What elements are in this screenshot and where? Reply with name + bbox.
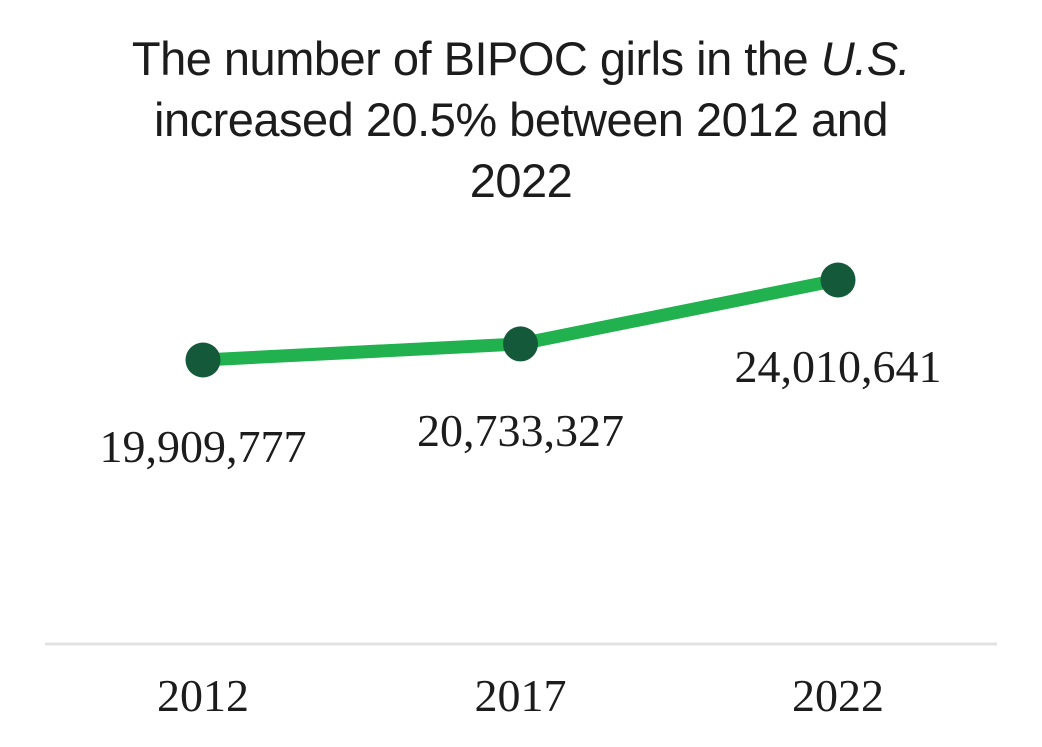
data-point (503, 326, 538, 362)
title-line2-text: increased 20.5% between 2012 and (154, 93, 888, 146)
title-line1-text: The number of BIPOC girls in the (131, 32, 821, 85)
x-axis-tick-label: 2012 (157, 670, 249, 721)
data-point (820, 262, 856, 298)
chart-title: The number of BIPOC girls in the U.S. inc… (0, 28, 1042, 211)
x-axis-tick-label: 2017 (475, 670, 567, 721)
x-axis-tick-label: 2022 (792, 670, 884, 721)
data-point-label: 20,733,327 (417, 405, 624, 456)
data-point-label: 19,909,777 (100, 421, 307, 472)
title-line3-text: 2022 (469, 154, 573, 207)
title-line1-italic-us: U.S. (820, 32, 911, 85)
data-point (185, 342, 221, 378)
data-point-label: 24,010,641 (735, 341, 942, 392)
